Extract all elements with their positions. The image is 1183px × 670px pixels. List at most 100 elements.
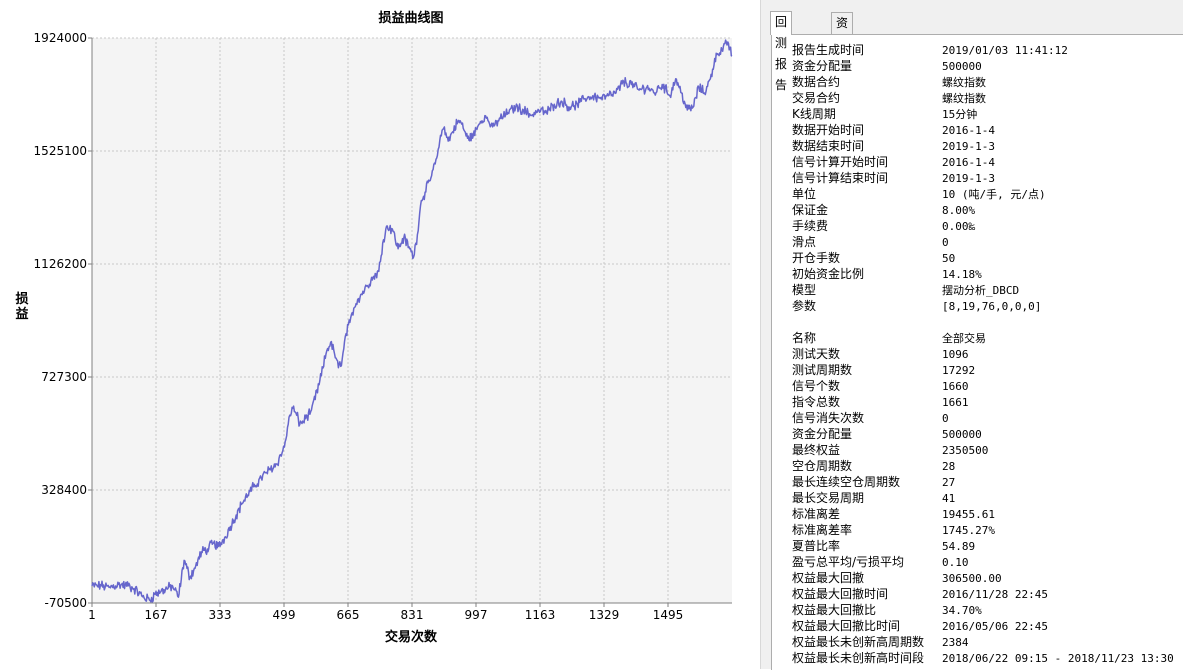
x-tick-label: 831 (401, 608, 424, 622)
tab-backtest-report[interactable]: 回测报告 (770, 11, 793, 92)
report-key: 数据开始时间 (792, 123, 865, 137)
report-row: 标准离差 19455.61 (792, 506, 1174, 522)
plot-area (92, 38, 732, 603)
report-row: 夏普比率 54.89 (792, 538, 1174, 554)
report-key: 权益最长未创新高时间段 (792, 651, 925, 665)
report-value: 2350500 (942, 444, 989, 457)
report-row: 权益最大回撤 306500.00 (792, 570, 1174, 586)
report-value: 1745.27% (942, 524, 995, 537)
report-value: 0 (942, 236, 949, 249)
report-value: 2019/01/03 11:41:12 (942, 44, 1068, 57)
report-value: 27 (942, 476, 956, 489)
y-tick-label: 727300 (41, 370, 87, 384)
report-key: 单位 (792, 187, 817, 201)
report-row: 标准离差率 1745.27% (792, 522, 1174, 538)
report-value: 0 (942, 412, 949, 425)
report-row: 指令总数 1661 (792, 394, 1174, 410)
report-row: 空仓周期数 28 (792, 458, 1174, 474)
report-value: 1096 (942, 348, 969, 361)
report-row: 数据开始时间 2016-1-4 (792, 122, 1174, 138)
report-key: 标准离差率 (792, 523, 853, 537)
report-value: 2018/06/22 09:15 - 2018/11/23 13:30 (942, 652, 1174, 665)
x-tick-label: 665 (337, 608, 360, 622)
report-row: 模型 摆动分析_DBCD (792, 282, 1174, 298)
x-tick-label: 167 (145, 608, 168, 622)
report-value: 28 (942, 460, 956, 473)
report-value: 306500.00 (942, 572, 1002, 585)
report-key: 数据合约 (792, 75, 841, 89)
report-row: K线周期 15分钟 (792, 106, 1174, 122)
report-row: 名称 全部交易 (792, 330, 1174, 346)
report-key: 参数 (792, 299, 817, 313)
report-value: 螺纹指数 (942, 76, 986, 89)
report-row: 资金分配量 500000 (792, 58, 1174, 74)
report-row: 滑点 0 (792, 234, 1174, 250)
report-key: 交易合约 (792, 91, 841, 105)
report-key: 最长交易周期 (792, 491, 865, 505)
report-value: 螺纹指数 (942, 92, 986, 105)
y-axis-title: 损益 (15, 292, 29, 322)
report-key: 手续费 (792, 219, 829, 233)
report-list: 报告生成时间 2019/01/03 11:41:12 资金分配量 500000 数据合约… (792, 42, 1174, 666)
report-row: 报告生成时间 2019/01/03 11:41:12 (792, 42, 1174, 58)
report-row: 最长连续空仓周期数 27 (792, 474, 1174, 490)
chart-title: 损益曲线图 (378, 10, 443, 26)
report-value: 15分钟 (942, 108, 978, 121)
report-row: 测试天数 1096 (792, 346, 1174, 362)
report-key: 权益最大回撤 (792, 571, 865, 585)
report-row: 权益最大回撤比 34.70% (792, 602, 1174, 618)
report-key: 信号消失次数 (792, 411, 865, 425)
x-tick-label: 499 (273, 608, 296, 622)
report-value: [8,19,76,0,0,0] (942, 300, 1042, 313)
report-key: 信号计算开始时间 (792, 155, 889, 169)
report-key: 权益最长未创新高周期数 (792, 635, 925, 649)
report-value: 2019-1-3 (942, 140, 995, 153)
report-row: 测试周期数 17292 (792, 362, 1174, 378)
report-value: 2016-1-4 (942, 124, 995, 137)
report-row: 信号计算开始时间 2016-1-4 (792, 154, 1174, 170)
report-key: 滑点 (792, 235, 817, 249)
report-key: 空仓周期数 (792, 459, 853, 473)
report-row: 手续费 0.00‰ (792, 218, 1174, 234)
report-row: 数据结束时间 2019-1-3 (792, 138, 1174, 154)
report-key: 测试天数 (792, 347, 841, 361)
report-value: 2016/11/28 22:45 (942, 588, 1048, 601)
report-key: 标准离差 (792, 507, 841, 521)
tab-equity-curve[interactable]: 资金曲线 (831, 12, 854, 93)
report-key: 最终权益 (792, 443, 841, 457)
report-key: 保证金 (792, 203, 829, 217)
report-row: 参数 [8,19,76,0,0,0] (792, 298, 1174, 314)
report-value: 1661 (942, 396, 969, 409)
report-value: 14.18% (942, 268, 982, 281)
axes: -70500 328400 727300 1126200 1525100 1924000 1… (34, 31, 732, 622)
report-row: 权益最长未创新高时间段 2018/06/22 09:15 - 2018/11/23… (792, 650, 1174, 666)
y-tick-label: -70500 (44, 596, 87, 610)
report-key: 权益最大回撤比时间 (792, 619, 901, 633)
report-key: 资金分配量 (792, 427, 853, 441)
report-key: 权益最大回撤比 (792, 603, 877, 617)
chart-pane: 损益曲线图 -70500 328400 727300 1126200 1525100 19… (15, 10, 733, 645)
report-value: 全部交易 (942, 332, 986, 345)
report-key: 名称 (792, 331, 817, 345)
x-tick-label: 333 (209, 608, 232, 622)
report-key: 测试周期数 (792, 363, 853, 377)
report-key: 初始资金比例 (792, 267, 865, 281)
report-value: 1660 (942, 380, 969, 393)
report-value: 10 (吨/手, 元/点) (942, 188, 1046, 201)
report-value: 8.00% (942, 204, 976, 217)
report-row: 初始资金比例 14.18% (792, 266, 1174, 282)
report-value: 19455.61 (942, 508, 995, 521)
report-value: 2384 (942, 636, 969, 649)
report-key: 模型 (792, 283, 817, 297)
section-spacer (792, 314, 1174, 330)
report-key: 指令总数 (792, 395, 841, 409)
splitter[interactable] (760, 0, 767, 669)
report-row: 权益最大回撤时间 2016/11/28 22:45 (792, 586, 1174, 602)
report-value: 500000 (942, 60, 982, 73)
report-value: 17292 (942, 364, 976, 377)
x-axis-title: 交易次数 (385, 629, 438, 645)
series-layer (91, 39, 733, 603)
report-row: 保证金 8.00% (792, 202, 1174, 218)
x-tick-label: 997 (465, 608, 488, 622)
